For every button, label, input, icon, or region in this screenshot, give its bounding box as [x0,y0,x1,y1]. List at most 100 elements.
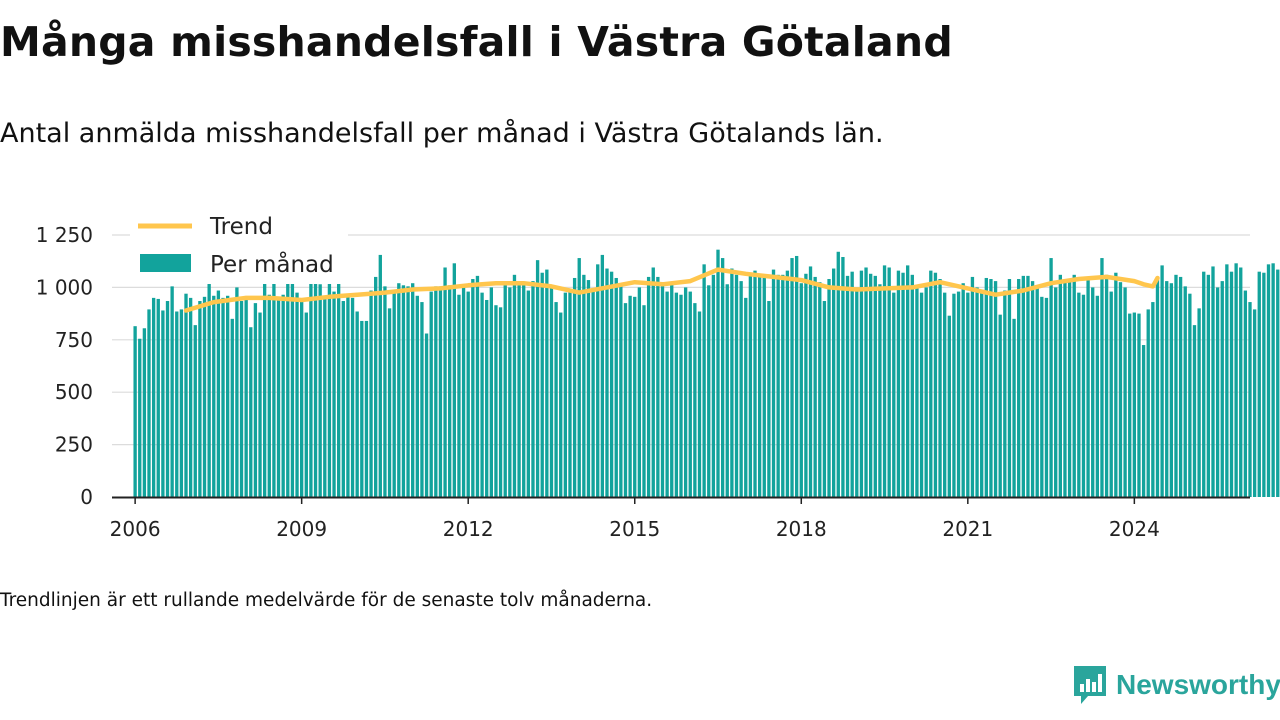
bar [332,291,336,497]
bar [1030,281,1035,497]
bar [591,291,595,497]
bar [961,283,965,497]
bar [702,264,706,497]
bar [767,301,771,497]
bar [216,290,221,497]
bar [535,260,540,497]
bar [1215,287,1220,497]
bar [401,285,406,497]
bar [1118,282,1123,497]
bar [892,292,896,497]
brand[interactable]: Newsworthy [1072,664,1280,706]
bar [179,309,184,497]
bar [1211,266,1215,497]
bar [545,269,549,497]
bar [346,296,350,497]
bar [1081,294,1086,497]
bar [494,305,498,497]
bar [262,274,267,497]
bar [563,292,568,497]
bar [596,264,600,497]
bar [374,276,378,497]
bar [397,283,401,497]
bar [984,277,988,497]
bar [235,287,239,497]
bar [323,295,327,497]
bar [1271,263,1275,497]
bar [1229,271,1234,497]
bar [822,301,827,497]
bar [1225,264,1229,497]
bar [646,276,651,497]
y-tick-label: 250 [55,433,93,457]
bar [1202,271,1206,497]
bar [212,295,216,497]
bar [253,303,258,497]
bar [1169,283,1174,497]
bar [980,289,984,497]
bar [781,274,785,497]
x-tick-label: 2018 [776,517,827,541]
bar [1128,313,1132,497]
bar [549,285,554,497]
bar [697,311,702,497]
bar [915,287,919,497]
bar [577,258,581,497]
bar [619,285,623,497]
bar [1239,267,1243,497]
bar [582,274,586,497]
bar [1077,292,1081,497]
bar [1252,309,1257,497]
bar [683,287,688,497]
legend-label-per-manad: Per månad [210,250,334,278]
bar [508,287,512,497]
bar [1276,269,1280,497]
bar [415,295,419,497]
bar [586,280,591,497]
bar [808,266,813,497]
bar [309,283,313,497]
footnote: Trendlinjen är ett rullande medelvärde f… [0,590,653,611]
bar [165,301,170,497]
bar [526,290,531,497]
bar [1141,345,1146,497]
bar [485,299,489,497]
bar [239,301,244,497]
bar [1021,275,1025,497]
x-tick-label: 2015 [609,517,660,541]
bar [605,268,609,497]
bar [461,286,466,497]
bar [794,255,799,497]
bar [1058,274,1062,497]
bar [929,270,933,497]
bar [184,293,188,497]
bar [771,269,776,497]
bar [711,274,716,497]
y-tick-label: 500 [55,380,93,404]
bar [841,257,845,497]
bar [1165,281,1169,497]
bar [864,267,868,497]
bar [1234,263,1238,497]
bar [956,291,961,497]
y-tick-label: 1 000 [36,275,93,299]
y-tick-label: 0 [80,485,93,509]
bar [1012,318,1016,497]
bar [614,277,618,497]
bar [1257,271,1261,497]
trend-line [183,267,1160,313]
bar [230,318,234,497]
bar [147,309,151,497]
bar [896,270,901,497]
bar [855,287,859,497]
bar [989,279,993,497]
bar [559,312,563,497]
bar [1137,313,1141,497]
bar [947,315,951,497]
bar [540,272,544,497]
bar [1160,265,1164,497]
bar [420,302,424,497]
bar [901,272,905,497]
bar [142,328,147,497]
bar [1155,276,1160,497]
